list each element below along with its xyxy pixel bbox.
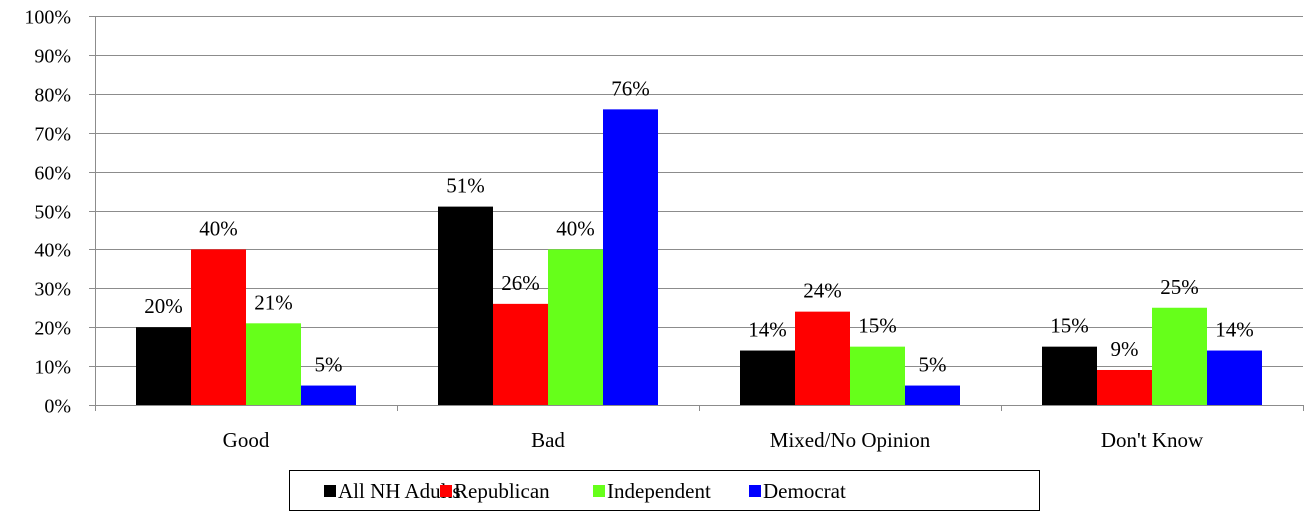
- legend-box: [289, 470, 1040, 511]
- y-tick-label: 70%: [34, 124, 71, 146]
- bar: [795, 311, 850, 405]
- y-tick-label: 80%: [34, 85, 71, 107]
- legend-label: Democrat: [763, 479, 846, 503]
- bar: [493, 303, 548, 405]
- data-label: 24%: [803, 279, 842, 303]
- bar: [905, 385, 960, 405]
- legend-swatch: [440, 485, 452, 497]
- data-label: 15%: [1050, 314, 1089, 338]
- data-labels: 20% 40% 21% 5% 51% 26% 40% 76% 14% 24% 15% 5% 15% 9% 2…: [144, 76, 1254, 376]
- data-label: 5%: [919, 353, 947, 377]
- legend-label: Republican: [454, 479, 550, 503]
- data-label: 25%: [1160, 275, 1199, 299]
- axes: 0% 10% 20% 30% 40% 50% 60% 70% 80% 90% 100% Good Bad…: [24, 7, 1304, 452]
- bar: [246, 323, 301, 405]
- y-tick-label: 0%: [44, 396, 71, 418]
- data-label: 9%: [1111, 337, 1139, 361]
- bar: [1042, 346, 1097, 405]
- x-category-label: Bad: [531, 428, 565, 452]
- data-label: 20%: [144, 294, 183, 318]
- data-label: 14%: [748, 318, 787, 342]
- legend-swatch: [749, 485, 761, 497]
- data-label: 26%: [501, 271, 540, 295]
- bar: [1152, 307, 1207, 405]
- bar: [438, 206, 493, 405]
- data-label: 51%: [446, 174, 485, 198]
- x-category-label: Don't Know: [1101, 428, 1204, 452]
- y-tick-label: 90%: [34, 46, 71, 68]
- data-label: 76%: [611, 76, 650, 100]
- data-label: 40%: [199, 216, 238, 240]
- legend-swatch: [593, 485, 605, 497]
- y-tick-label: 20%: [34, 318, 71, 340]
- data-label: 21%: [254, 290, 293, 314]
- bar: [1097, 369, 1152, 405]
- bar: [301, 385, 356, 405]
- legend-swatch: [324, 485, 336, 497]
- data-label: 14%: [1215, 318, 1254, 342]
- x-category-label: Good: [223, 428, 270, 452]
- bar: [850, 346, 905, 405]
- legend-label: Independent: [607, 479, 711, 503]
- y-tick-label: 30%: [34, 279, 71, 301]
- data-label: 5%: [315, 353, 343, 377]
- data-label: 40%: [556, 216, 595, 240]
- y-tick-label: 60%: [34, 163, 71, 185]
- bar: [191, 249, 246, 405]
- bar: [1207, 350, 1262, 405]
- bar: [740, 350, 795, 405]
- bars: [136, 109, 1262, 406]
- bar: [136, 327, 191, 405]
- y-tick-label: 10%: [34, 357, 71, 379]
- bar: [548, 249, 603, 405]
- y-tick-label: 100%: [24, 7, 71, 29]
- y-tick-label: 40%: [34, 240, 71, 262]
- bar: [603, 109, 658, 406]
- y-tick-label: 50%: [34, 202, 71, 224]
- data-label: 15%: [858, 314, 897, 338]
- x-category-label: Mixed/No Opinion: [770, 428, 931, 452]
